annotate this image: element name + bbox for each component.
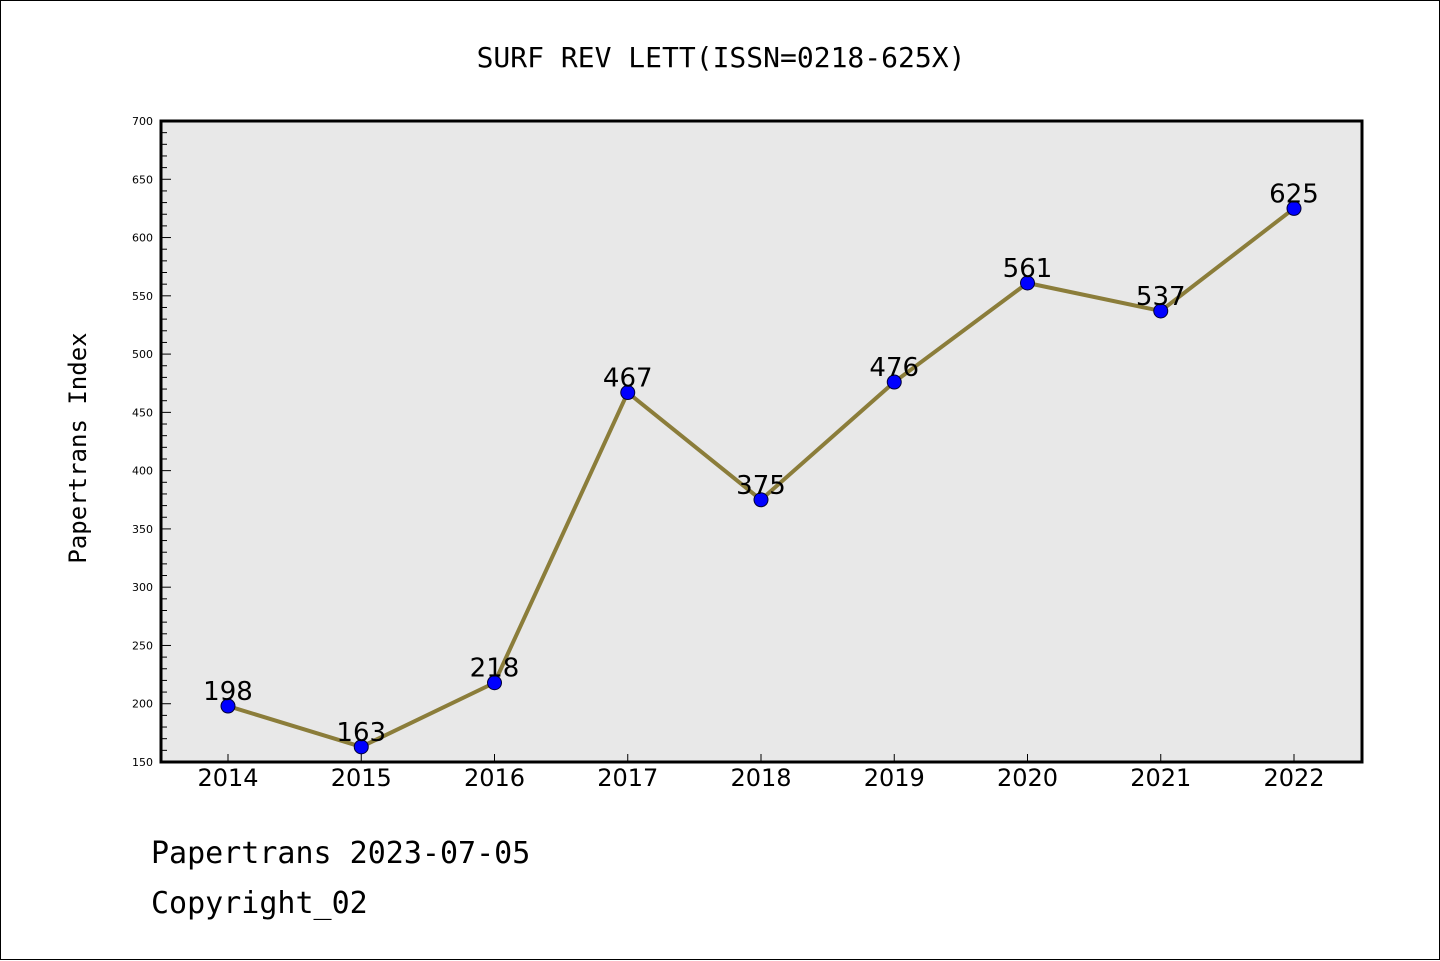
data-point-marker xyxy=(753,492,769,508)
series-line-group: 198 163 218 467 375 476 561 537 625 xyxy=(203,179,1319,755)
y-tick-label: 500 xyxy=(132,348,153,361)
x-tick-label: 2016 xyxy=(464,764,525,792)
data-label: 163 xyxy=(336,718,386,748)
y-tick-label: 600 xyxy=(132,232,153,245)
data-label: 561 xyxy=(1003,254,1053,284)
x-tick-label: 2018 xyxy=(730,764,791,792)
data-label: 467 xyxy=(603,364,653,394)
y-tick-label: 350 xyxy=(132,523,153,536)
x-tick-label: 2017 xyxy=(597,764,658,792)
data-point-marker xyxy=(620,385,636,401)
x-tick-label: 2015 xyxy=(331,764,392,792)
data-point-marker xyxy=(1153,303,1169,319)
data-label: 218 xyxy=(470,654,520,684)
data-label: 476 xyxy=(869,353,919,383)
data-point-marker xyxy=(1286,200,1302,216)
footer-date-text: Papertrans 2023-07-05 xyxy=(151,836,531,871)
data-label: 537 xyxy=(1136,282,1186,312)
data-point-marker xyxy=(487,675,502,691)
y-axis-label: Papertrans Index xyxy=(64,332,92,563)
data-point-marker xyxy=(220,698,236,714)
x-tick-label: 2022 xyxy=(1263,764,1324,792)
plot-area xyxy=(161,121,1362,762)
y-tick-label: 250 xyxy=(132,639,153,652)
data-label: 625 xyxy=(1269,179,1319,209)
x-tick-label: 2014 xyxy=(197,764,258,792)
x-tick-label: 2020 xyxy=(997,764,1058,792)
y-tick-label: 150 xyxy=(132,756,153,769)
plot-frame xyxy=(159,119,1364,764)
y-tick-label: 550 xyxy=(132,290,153,303)
data-point-marker xyxy=(886,374,902,390)
axis-ticks: 150 200 250 300 350 400 450 500 550 600 650 700 2014… xyxy=(132,115,1325,792)
y-tick-label: 650 xyxy=(132,173,153,186)
data-point-marker xyxy=(353,739,369,755)
data-point-marker xyxy=(1020,275,1035,291)
x-tick-label: 2019 xyxy=(864,764,925,792)
x-tick-label: 2021 xyxy=(1130,764,1191,792)
y-tick-label: 450 xyxy=(132,406,153,419)
footer-copyright-text: Copyright_02 xyxy=(151,886,368,921)
data-label: 198 xyxy=(203,677,253,707)
chart-title: SURF REV LETT(ISSN=0218-625X) xyxy=(477,41,966,74)
y-tick-label: 300 xyxy=(132,581,153,594)
y-tick-label: 200 xyxy=(132,698,153,711)
y-tick-label: 700 xyxy=(132,115,153,128)
y-tick-label: 400 xyxy=(132,465,153,478)
data-label: 375 xyxy=(736,471,786,501)
